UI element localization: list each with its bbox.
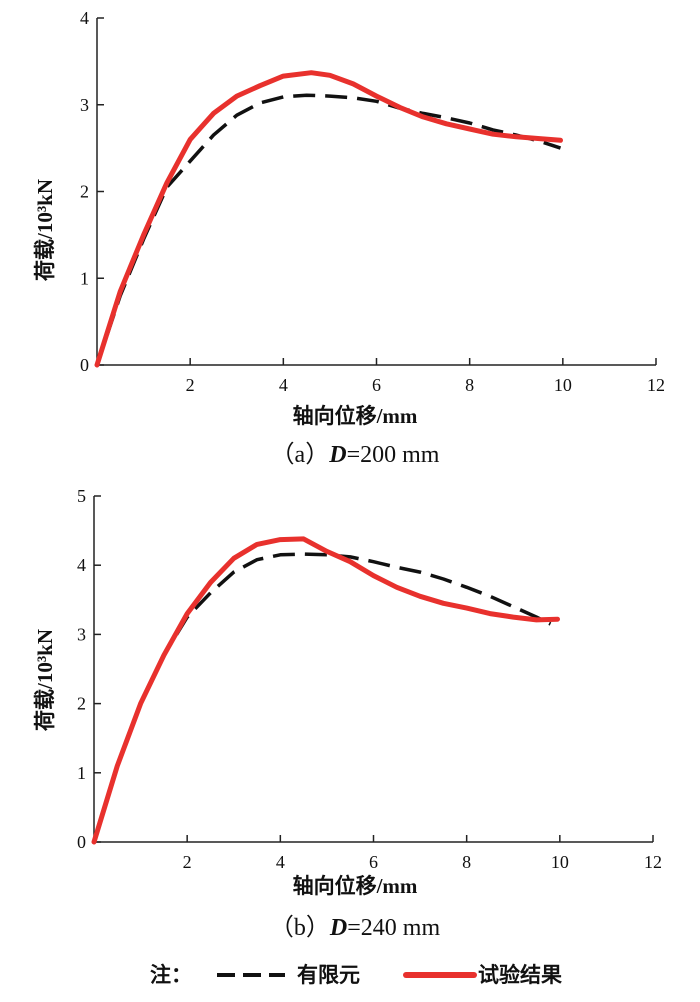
series-line-fem — [92, 552, 552, 843]
y-tick-label: 4 — [77, 555, 86, 575]
y-tick-label: 2 — [77, 694, 86, 714]
x-tick-label: 12 — [644, 852, 662, 872]
chart-caption: （a）D=200 mm — [271, 442, 440, 468]
x-tick-label: 10 — [551, 852, 569, 872]
y-tick-label: 4 — [80, 8, 89, 28]
x-axis-label: 轴向位移/mm — [293, 404, 418, 428]
caption-prefix: （a） — [271, 442, 330, 468]
series-line-test — [94, 70, 563, 368]
caption-variable: D — [328, 442, 346, 468]
x-tick-label: 8 — [462, 852, 471, 872]
y-tick-label: 1 — [77, 763, 86, 783]
legend-note: 注： — [150, 963, 192, 987]
caption-suffix: =240 mm — [347, 915, 440, 941]
y-tick-label: 3 — [77, 624, 86, 644]
x-tick-label: 4 — [279, 375, 288, 395]
x-axis-label: 轴向位移/mm — [293, 874, 418, 898]
caption-prefix: （b） — [270, 915, 330, 941]
x-tick-label: 2 — [183, 852, 192, 872]
caption-variable: D — [329, 915, 347, 941]
caption-suffix: =200 mm — [347, 442, 440, 468]
x-tick-label: 8 — [465, 375, 474, 395]
y-axis-label: 荷载/10³kN — [33, 179, 57, 281]
chart-caption: （b）D=240 mm — [270, 915, 441, 941]
x-tick-label: 6 — [372, 375, 381, 395]
x-tick-label: 12 — [647, 375, 665, 395]
x-tick-label: 6 — [369, 852, 378, 872]
y-tick-label: 0 — [77, 832, 86, 852]
legend-label: 试验结果 — [478, 963, 562, 987]
legend: 注： 有限元 试验结果 — [150, 963, 562, 987]
legend-label: 有限元 — [297, 963, 360, 987]
y-tick-label: 2 — [80, 182, 89, 202]
series-line-fem — [95, 93, 562, 366]
x-tick-label: 2 — [186, 375, 195, 395]
y-axis-label: 荷载/10³kN — [33, 629, 57, 731]
y-tick-label: 0 — [80, 355, 89, 375]
y-tick-label: 1 — [80, 268, 89, 288]
x-tick-label: 10 — [554, 375, 572, 395]
y-tick-label: 5 — [77, 486, 86, 506]
y-tick-label: 3 — [80, 95, 89, 115]
x-tick-label: 4 — [276, 852, 285, 872]
series-line-test — [91, 536, 560, 845]
